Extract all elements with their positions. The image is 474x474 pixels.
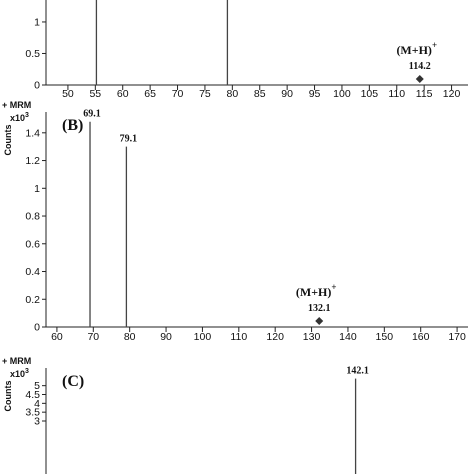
panel-3-y-tick-label: 4 bbox=[34, 398, 40, 410]
panel-2-peak-label: 79.1 bbox=[120, 134, 138, 145]
panel-2-y-multiplier-exponent: 3 bbox=[25, 112, 29, 119]
panel-1-x-tick-label: 115 bbox=[416, 88, 433, 100]
panel-1-precursor-charge: + bbox=[432, 40, 437, 50]
panel-1-y-tick-label: 0.5 bbox=[25, 48, 40, 60]
panel-2-panel-label: (B) bbox=[62, 117, 83, 134]
panel-1-x-tick-label: 110 bbox=[388, 88, 405, 100]
panel-1-x-tick-label: 75 bbox=[199, 88, 211, 100]
panel-1-x-tick-label: 80 bbox=[226, 88, 238, 100]
panel-2-peak-label: 69.1 bbox=[83, 109, 101, 120]
panel-3-mode-label: + MRM bbox=[2, 356, 31, 366]
panel-1-x-tick-label: 55 bbox=[89, 88, 101, 100]
panel-2-x-tick-label: 120 bbox=[266, 331, 284, 343]
panel-1-precursor-marker bbox=[415, 75, 424, 83]
panel-1-x-tick-label: 95 bbox=[309, 88, 321, 100]
panel-1-x-tick-label: 100 bbox=[333, 88, 351, 100]
panel-2-x-tick-label: 170 bbox=[448, 331, 466, 343]
panel-3-y-tick-label: 4.5 bbox=[25, 389, 40, 401]
panel-1-x-tick-label: 105 bbox=[361, 88, 379, 100]
panel-1-x-tick-label: 85 bbox=[254, 88, 266, 100]
panel-2-y-axis-label: Counts bbox=[3, 125, 13, 156]
panel-2-x-tick-label: 140 bbox=[339, 331, 357, 343]
panel-2-y-tick-label: 1.2 bbox=[25, 155, 40, 167]
panel-3-panel-label: (C) bbox=[62, 373, 84, 390]
panel-1-y-tick-label: 1 bbox=[34, 16, 40, 28]
panel-1-x-tick-label: 65 bbox=[144, 88, 156, 100]
panel-2-precursor-marker bbox=[315, 317, 324, 325]
panel-2-x-tick-label: 160 bbox=[412, 331, 430, 343]
panel-3-y-multiplier: x103 bbox=[10, 368, 29, 379]
panel-2-x-tick-label: 70 bbox=[87, 331, 99, 343]
panel-1-x-tick-label: 50 bbox=[62, 88, 74, 100]
panel-2-x-tick-label: 150 bbox=[376, 331, 394, 343]
panel-3-y-multiplier-exponent: 3 bbox=[25, 368, 29, 375]
panel-2-y-multiplier: x103 bbox=[10, 112, 29, 123]
panel-2-precursor-ion: (M+H)+ bbox=[296, 282, 337, 299]
panel-2-precursor-label: 132.1 bbox=[308, 303, 331, 314]
panel-2-y-tick-label: 0.4 bbox=[25, 266, 40, 278]
panel-3-y-axis-label: Counts bbox=[3, 381, 13, 412]
panel-2-x-tick-label: 90 bbox=[160, 331, 172, 343]
panel-2-y-tick-label: 1.4 bbox=[25, 127, 40, 139]
panel-2-x-tick-label: 60 bbox=[51, 331, 63, 343]
panel-1-x-tick-label: 120 bbox=[443, 88, 461, 100]
panel-3-y-tick-label: 3.5 bbox=[25, 407, 40, 419]
panel-2-precursor-charge: + bbox=[331, 282, 336, 292]
panel-2-y-tick-label: 0.2 bbox=[25, 294, 40, 306]
panel-2-y-tick-label: 0.8 bbox=[25, 211, 40, 223]
panel-1-precursor-label: 114.2 bbox=[409, 61, 431, 72]
panel-1-x-tick-label: 90 bbox=[281, 88, 293, 100]
panel-2-y-tick-label: 0 bbox=[34, 322, 40, 334]
panel-3-y-tick-label: 5 bbox=[34, 380, 40, 392]
panel-2-y-tick-label: 0.6 bbox=[25, 238, 40, 250]
panel-2-x-tick-label: 80 bbox=[124, 331, 136, 343]
panel-3-peak-label: 142.1 bbox=[346, 366, 369, 377]
panel-1-x-tick-label: 70 bbox=[172, 88, 184, 100]
panel-1-precursor-ion: (M+H)+ bbox=[396, 40, 437, 57]
panel-3-y-tick-label: 3 bbox=[34, 416, 40, 428]
panel-2-y-tick-label: 1 bbox=[34, 183, 40, 195]
panel-2-x-tick-label: 130 bbox=[303, 331, 321, 343]
panel-1-x-tick-label: 60 bbox=[117, 88, 129, 100]
panel-2-mode-label: + MRM bbox=[2, 100, 31, 110]
panel-1-y-tick-label: 0 bbox=[34, 80, 40, 92]
panel-2-x-tick-label: 100 bbox=[194, 331, 212, 343]
panel-2-x-tick-label: 110 bbox=[230, 331, 247, 343]
